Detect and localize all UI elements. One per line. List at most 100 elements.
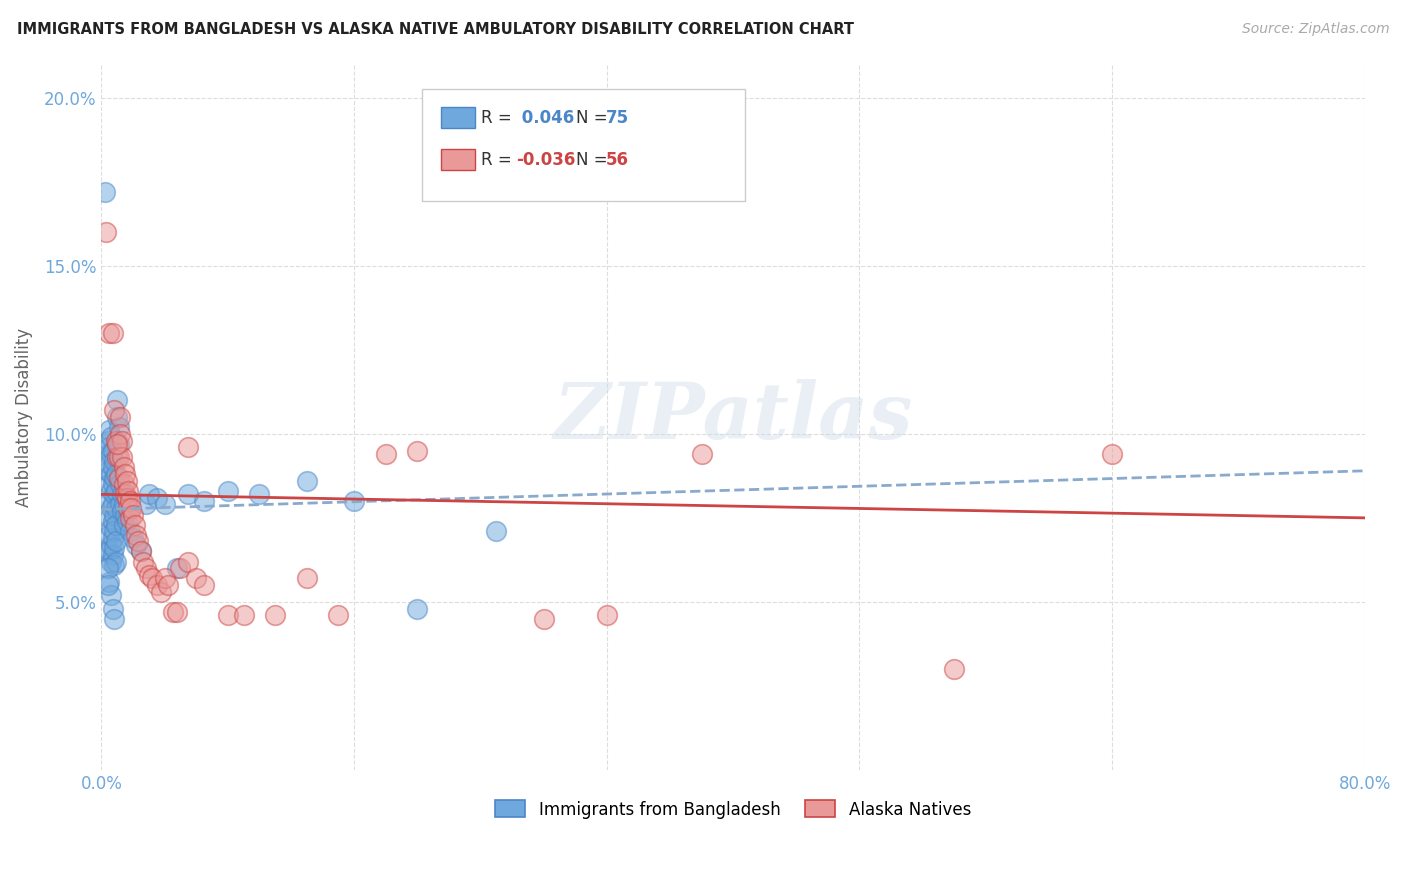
- Text: N =: N =: [576, 109, 613, 127]
- Point: [122, 531, 145, 545]
- Point: [138, 568, 160, 582]
- Point: [100, 538, 122, 552]
- Point: [101, 326, 124, 340]
- Point: [98, 326, 121, 340]
- Text: N =: N =: [576, 151, 613, 169]
- Point: [117, 483, 139, 498]
- Point: [100, 555, 122, 569]
- Point: [690, 447, 713, 461]
- Point: [112, 477, 135, 491]
- Point: [97, 447, 120, 461]
- Point: [101, 477, 124, 491]
- Point: [96, 544, 118, 558]
- Point: [98, 574, 121, 589]
- Point: [110, 410, 132, 425]
- Point: [177, 440, 200, 454]
- Point: [108, 450, 131, 465]
- Point: [193, 578, 215, 592]
- Point: [127, 534, 149, 549]
- Point: [100, 483, 122, 498]
- Point: [101, 514, 124, 528]
- Point: [101, 498, 124, 512]
- Point: [110, 498, 132, 512]
- Point: [105, 437, 128, 451]
- Y-axis label: Ambulatory Disability: Ambulatory Disability: [15, 327, 32, 507]
- Point: [103, 558, 125, 572]
- Point: [217, 608, 239, 623]
- Point: [105, 410, 128, 425]
- Point: [115, 514, 138, 528]
- Point: [97, 578, 120, 592]
- Point: [406, 601, 429, 615]
- Point: [114, 467, 136, 482]
- Point: [247, 487, 270, 501]
- Point: [101, 548, 124, 562]
- Point: [115, 474, 138, 488]
- Point: [103, 508, 125, 522]
- Point: [153, 571, 176, 585]
- Point: [98, 440, 121, 454]
- Text: -0.036: -0.036: [516, 151, 575, 169]
- Point: [108, 420, 131, 434]
- Point: [104, 434, 127, 448]
- Point: [103, 470, 125, 484]
- Point: [101, 531, 124, 545]
- Point: [104, 467, 127, 482]
- Point: [124, 517, 146, 532]
- Point: [108, 437, 131, 451]
- Point: [111, 434, 134, 448]
- Point: [98, 544, 121, 558]
- Point: [105, 393, 128, 408]
- Text: 56: 56: [606, 151, 628, 169]
- Point: [166, 561, 188, 575]
- Point: [101, 460, 124, 475]
- Point: [145, 578, 167, 592]
- Point: [97, 464, 120, 478]
- Point: [103, 524, 125, 539]
- Point: [156, 578, 179, 592]
- Point: [93, 185, 115, 199]
- Point: [169, 561, 191, 575]
- Point: [166, 605, 188, 619]
- Point: [374, 447, 396, 461]
- Point: [153, 498, 176, 512]
- Point: [100, 467, 122, 482]
- Point: [97, 561, 120, 575]
- Point: [328, 608, 350, 623]
- Point: [98, 477, 121, 491]
- Point: [112, 498, 135, 512]
- Point: [135, 498, 157, 512]
- Point: [101, 443, 124, 458]
- Text: ZIPatlas: ZIPatlas: [554, 379, 912, 455]
- Point: [103, 541, 125, 555]
- Point: [114, 508, 136, 522]
- Point: [103, 487, 125, 501]
- Point: [98, 511, 121, 525]
- Point: [264, 608, 287, 623]
- Point: [98, 527, 121, 541]
- Point: [406, 443, 429, 458]
- Point: [125, 538, 148, 552]
- Point: [118, 524, 141, 539]
- Point: [117, 500, 139, 515]
- Point: [125, 527, 148, 541]
- Point: [114, 487, 136, 501]
- Point: [110, 426, 132, 441]
- Point: [97, 434, 120, 448]
- Point: [533, 612, 555, 626]
- Point: [295, 474, 318, 488]
- Point: [118, 494, 141, 508]
- Point: [104, 517, 127, 532]
- Point: [111, 504, 134, 518]
- Point: [110, 477, 132, 491]
- Point: [596, 608, 619, 623]
- Point: [100, 447, 122, 461]
- Point: [193, 494, 215, 508]
- Text: 75: 75: [606, 109, 628, 127]
- Text: IMMIGRANTS FROM BANGLADESH VS ALASKA NATIVE AMBULATORY DISABILITY CORRELATION CH: IMMIGRANTS FROM BANGLADESH VS ALASKA NAT…: [17, 22, 853, 37]
- Point: [112, 460, 135, 475]
- Point: [111, 487, 134, 501]
- Point: [103, 403, 125, 417]
- Point: [1101, 447, 1123, 461]
- Point: [232, 608, 254, 623]
